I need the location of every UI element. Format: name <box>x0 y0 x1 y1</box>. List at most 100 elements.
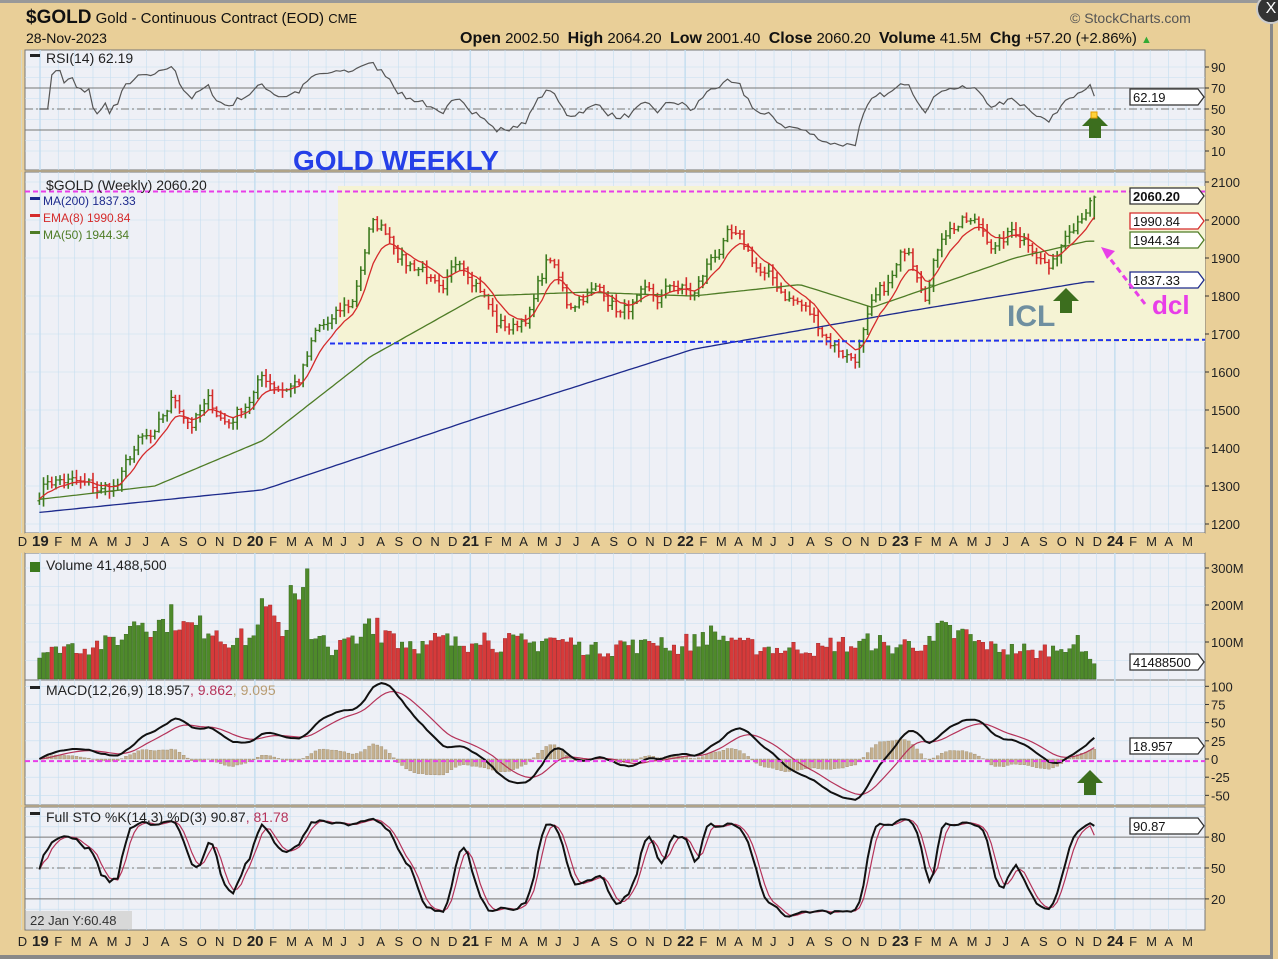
macd-histogram-bar <box>137 751 140 759</box>
volume-bar <box>1092 664 1096 679</box>
volume-bar <box>800 654 804 679</box>
y-axis-label: 50 <box>1211 102 1225 117</box>
x-axis-label: N <box>215 934 224 949</box>
macd-histogram-bar <box>438 759 441 775</box>
x-axis-label: F <box>54 534 62 549</box>
y-axis-label: 200M <box>1211 598 1244 613</box>
volume-bar <box>668 651 672 679</box>
y-axis-label: 20 <box>1211 892 1225 907</box>
macd-histogram-bar <box>129 755 132 759</box>
volume-bar <box>779 653 783 679</box>
volume-bar <box>746 638 750 679</box>
macd-histogram-bar <box>145 750 148 759</box>
volume-bar <box>891 654 895 679</box>
volume-bar <box>248 638 252 679</box>
price-legend: $GOLD (Weekly) 2060.20 <box>46 177 207 193</box>
volume-bar <box>355 644 359 679</box>
volume-bar <box>532 642 536 679</box>
volume-bar <box>994 644 998 679</box>
macd-histogram-bar <box>355 753 358 759</box>
volume-bar <box>672 645 676 679</box>
volume-bar <box>104 636 108 679</box>
volume-bar <box>174 631 178 679</box>
macd-histogram-bar <box>953 751 956 759</box>
x-axis-label: A <box>1164 934 1173 949</box>
volume-bar <box>330 655 334 679</box>
x-axis-label: F <box>699 934 707 949</box>
macd-histogram-bar <box>79 757 82 759</box>
volume-bar <box>874 649 878 679</box>
volume-bar <box>961 629 965 679</box>
volume-bar <box>408 641 412 679</box>
volume-bar <box>977 640 981 679</box>
x-axis-label: S <box>1039 534 1048 549</box>
volume-bar <box>363 624 367 679</box>
macd-histogram-bar <box>697 758 700 759</box>
volume-bar <box>124 634 128 679</box>
volume-bar <box>507 633 511 679</box>
volume-bar <box>952 638 956 679</box>
volume-bar <box>631 640 635 679</box>
volume-bar <box>660 637 664 679</box>
volume-bar <box>198 616 202 679</box>
x-axis-label: J <box>125 534 132 549</box>
macd-histogram-bar <box>471 759 474 766</box>
volume-bar <box>157 620 161 679</box>
macd-histogram-bar <box>347 753 350 759</box>
volume-bar <box>965 630 969 679</box>
macd-histogram-bar <box>689 758 692 759</box>
volume-bar <box>318 636 322 679</box>
y-axis-label: 1600 <box>1211 365 1240 380</box>
volume-bar <box>404 648 408 679</box>
x-axis-label: A <box>949 534 958 549</box>
volume-bar <box>845 652 849 679</box>
volume-bar <box>1072 645 1076 679</box>
x-axis-label: O <box>842 534 852 549</box>
volume-bar <box>1043 645 1047 679</box>
volume-bar <box>886 646 890 679</box>
x-axis-label: M <box>967 534 978 549</box>
x-axis-label: D <box>1093 534 1102 549</box>
volume-bar <box>240 629 244 679</box>
x-axis-label: D <box>878 534 887 549</box>
macd-histogram-bar <box>965 752 968 759</box>
volume-bar <box>606 654 610 679</box>
x-axis-label: M <box>71 534 82 549</box>
volume-bar <box>516 636 520 679</box>
volume-bar <box>730 638 734 679</box>
sto-legend: Full STO %K(14,3) %D(3) 90.87, 81.78 <box>46 809 289 825</box>
legend-icon <box>30 812 40 815</box>
macd-legend-part: , 9.862 <box>190 682 233 698</box>
macd-histogram-bar <box>157 750 160 759</box>
value-tag: 41488500 <box>1130 654 1204 670</box>
x-axis-label: A <box>161 534 170 549</box>
macd-histogram-bar <box>227 759 230 766</box>
macd-histogram-bar <box>141 750 144 759</box>
volume-bar <box>305 569 309 679</box>
volume-bar <box>956 631 960 679</box>
volume-bar <box>367 619 371 679</box>
volume-bar <box>450 646 454 679</box>
x-axis-label: 22 <box>677 933 694 950</box>
y-axis-label: 1300 <box>1211 479 1240 494</box>
macd-histogram-bar <box>326 750 329 759</box>
volume-bar <box>219 642 223 679</box>
macd-histogram-bar <box>949 751 952 759</box>
x-axis-label: D <box>448 534 457 549</box>
x-axis-label: J <box>985 934 992 949</box>
x-axis-label: O <box>627 934 637 949</box>
volume-bar <box>825 647 829 679</box>
volume-bar <box>1055 651 1059 679</box>
volume-bar <box>413 649 417 679</box>
volume-bar <box>207 634 211 679</box>
macd-histogram-bar <box>1006 759 1009 765</box>
volume-bar <box>899 645 903 679</box>
volume-bar <box>540 641 544 679</box>
x-axis-label: 20 <box>247 933 264 950</box>
macd-histogram-bar <box>75 756 78 759</box>
y-axis-label: -50 <box>1211 788 1230 803</box>
x-axis-label: O <box>412 534 422 549</box>
volume-bar <box>314 639 318 679</box>
macd-histogram-bar <box>475 759 478 766</box>
